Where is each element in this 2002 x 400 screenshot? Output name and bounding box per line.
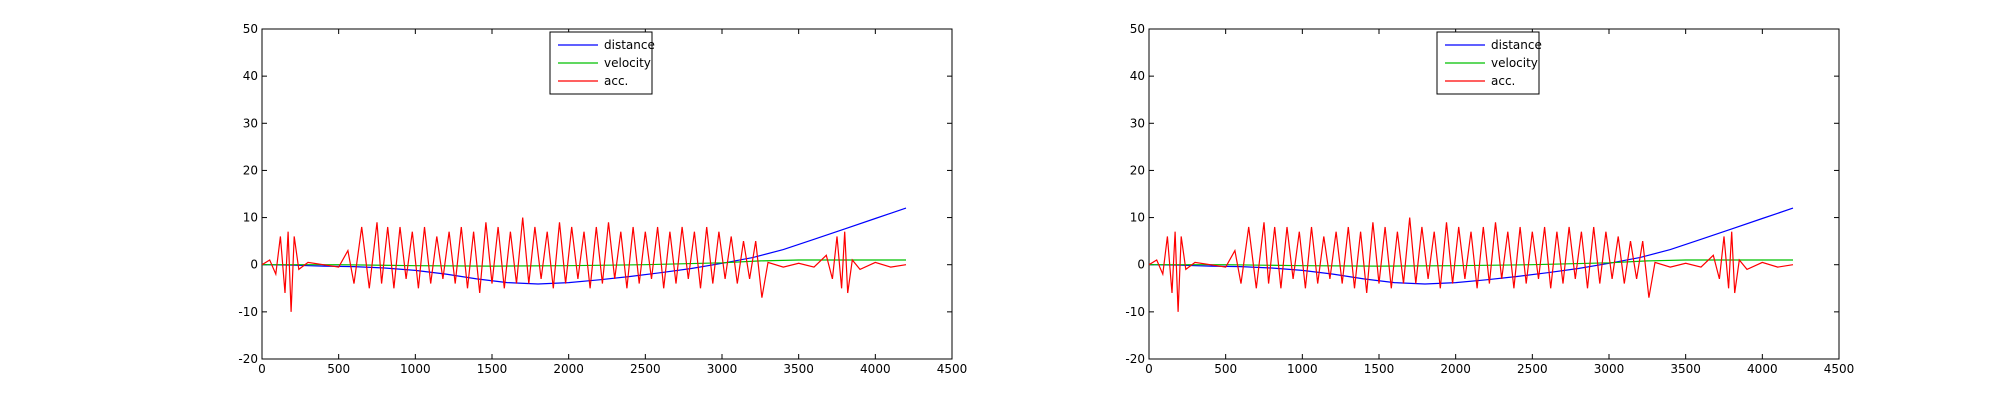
chart-left: 0 500 1000 1500 2000 2500 3000 3500 4000 4500-20-… [238,22,967,376]
y-tick-label: -20 [238,352,258,366]
y-tick-label: 30 [243,116,258,130]
x-tick-label: 1500 [477,362,508,376]
legend-label: velocity [1491,56,1538,70]
x-tick-label: 3000 [707,362,738,376]
legend-label: velocity [604,56,651,70]
series-acc-line [262,217,907,312]
legend-label: distance [1491,38,1542,52]
x-tick-label: 500 [327,362,350,376]
y-tick-label: 20 [243,163,258,177]
y-tick-label: 10 [243,211,258,225]
x-tick-label: 3000 [1594,362,1625,376]
x-tick-label: 1000 [400,362,431,376]
y-tick-label: 30 [1130,116,1145,130]
x-tick-label: 0 [258,362,266,376]
x-tick-label: 4000 [860,362,891,376]
legend-label: acc. [1491,74,1515,88]
legend-label: acc. [604,74,628,88]
series-acc-line [1149,217,1794,312]
x-tick-label: 3500 [1670,362,1701,376]
x-tick-label: 2000 [1440,362,1471,376]
series-distance-line [1149,207,1794,285]
x-tick-label: 4000 [1747,362,1778,376]
y-tick-label: 20 [1130,163,1145,177]
x-tick-label: 2500 [630,362,661,376]
y-tick-label: -20 [1125,352,1145,366]
x-tick-label: 500 [1214,362,1237,376]
x-tick-label: 2500 [1517,362,1548,376]
series-velocity-line [262,259,906,267]
x-tick-label: 2000 [553,362,584,376]
y-tick-label: 0 [250,258,258,272]
y-tick-label: 10 [1130,211,1145,225]
x-tick-label: 0 [1145,362,1153,376]
legend-label: distance [604,38,655,52]
chart-right: 0 500 1000 1500 2000 2500 3000 3500 4000 4500-20-… [1125,22,1854,376]
x-tick-label: 1000 [1287,362,1318,376]
y-tick-label: 0 [1137,258,1145,272]
y-tick-label: 50 [1130,22,1145,36]
x-tick-label: 4500 [1824,362,1855,376]
y-tick-label: -10 [1125,305,1145,319]
series-velocity-line [1149,259,1793,267]
series-distance-line [262,207,907,285]
y-tick-label: 50 [243,22,258,36]
y-tick-label: 40 [1130,69,1145,83]
y-tick-label: 40 [243,69,258,83]
y-tick-label: -10 [238,305,258,319]
x-tick-label: 4500 [937,362,968,376]
x-tick-label: 1500 [1364,362,1395,376]
x-tick-label: 3500 [783,362,814,376]
